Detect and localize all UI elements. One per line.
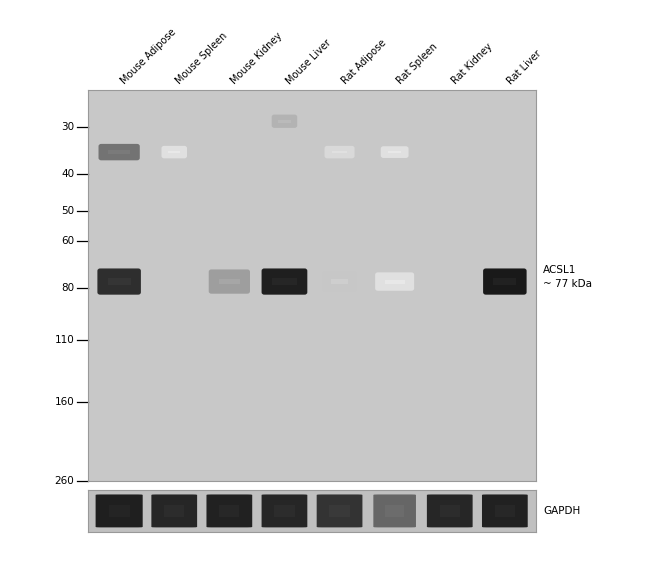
Text: 260: 260 — [55, 476, 74, 486]
Text: Mouse Kidney: Mouse Kidney — [229, 31, 285, 86]
Text: 50: 50 — [61, 205, 74, 216]
FancyBboxPatch shape — [381, 146, 409, 158]
FancyBboxPatch shape — [207, 494, 252, 528]
Bar — [385, 504, 404, 517]
Bar — [109, 150, 130, 154]
FancyBboxPatch shape — [322, 271, 357, 292]
Bar — [332, 151, 347, 153]
FancyBboxPatch shape — [375, 272, 414, 291]
Bar — [274, 504, 294, 517]
Bar — [164, 504, 185, 517]
Bar — [439, 504, 460, 517]
Bar — [385, 279, 405, 284]
FancyBboxPatch shape — [96, 494, 143, 528]
Bar — [493, 278, 516, 285]
FancyBboxPatch shape — [317, 494, 363, 528]
FancyBboxPatch shape — [324, 146, 355, 158]
Bar — [331, 279, 348, 284]
Bar — [388, 151, 402, 153]
Bar — [272, 278, 296, 285]
FancyBboxPatch shape — [482, 494, 528, 528]
Text: 160: 160 — [55, 397, 74, 406]
FancyBboxPatch shape — [261, 269, 307, 294]
Text: 80: 80 — [61, 283, 74, 293]
Bar — [109, 504, 129, 517]
Text: Rat Kidney: Rat Kidney — [450, 42, 494, 86]
Text: 60: 60 — [61, 235, 74, 245]
FancyBboxPatch shape — [98, 269, 141, 294]
Bar — [219, 504, 239, 517]
Text: Mouse Adipose: Mouse Adipose — [119, 27, 178, 86]
FancyBboxPatch shape — [483, 269, 526, 294]
FancyBboxPatch shape — [261, 494, 307, 528]
Text: ACSL1
~ 77 kDa: ACSL1 ~ 77 kDa — [543, 265, 592, 289]
Bar — [108, 278, 131, 285]
Text: Mouse Spleen: Mouse Spleen — [174, 31, 229, 86]
FancyBboxPatch shape — [209, 270, 250, 294]
Text: Mouse Liver: Mouse Liver — [285, 38, 333, 86]
FancyBboxPatch shape — [373, 494, 416, 528]
FancyBboxPatch shape — [161, 146, 187, 158]
Bar — [330, 504, 350, 517]
Bar — [495, 504, 515, 517]
Text: 30: 30 — [61, 122, 74, 132]
Text: 110: 110 — [55, 335, 74, 345]
FancyBboxPatch shape — [272, 115, 297, 128]
Text: Rat Spleen: Rat Spleen — [395, 42, 439, 86]
Bar — [168, 151, 180, 153]
Bar — [278, 120, 291, 123]
Bar — [218, 279, 240, 284]
FancyBboxPatch shape — [151, 494, 197, 528]
Text: 40: 40 — [61, 169, 74, 179]
Text: Rat Liver: Rat Liver — [505, 48, 543, 86]
Text: GAPDH: GAPDH — [543, 506, 580, 516]
FancyBboxPatch shape — [99, 144, 140, 160]
FancyBboxPatch shape — [427, 494, 473, 528]
Text: Rat Adipose: Rat Adipose — [339, 38, 388, 86]
